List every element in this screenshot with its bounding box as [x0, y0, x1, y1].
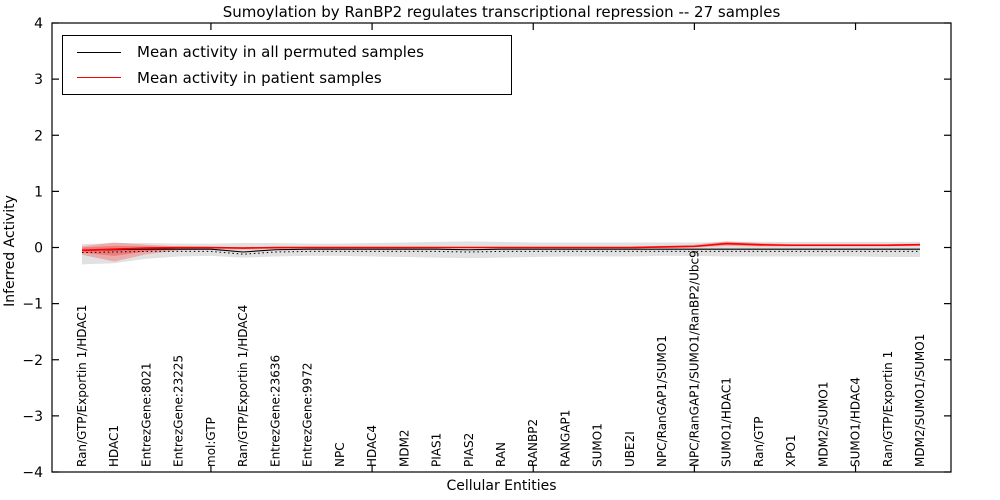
y-tick-label: 1	[34, 184, 43, 200]
x-category-label: SUMO1	[591, 423, 605, 467]
x-category-label: EntrezGene:23225	[172, 355, 186, 467]
x-category-label: MDM2/SUMO1	[816, 382, 830, 467]
y-axis-title: Inferred Activity	[2, 195, 18, 307]
x-category-label: RANGAP1	[558, 410, 572, 467]
x-category-label: SUMO1/HDAC4	[849, 377, 863, 467]
legend-item-patient: Mean activity in patient samples	[77, 69, 511, 87]
legend-item-permuted: Mean activity in all permuted samples	[77, 43, 511, 61]
band	[82, 241, 920, 262]
x-category-label: Ran/GTP/Exportin 1	[881, 351, 895, 467]
x-category-label: mol:GTP	[204, 417, 218, 467]
band	[82, 242, 920, 256]
y-tick-label: 3	[34, 72, 43, 88]
x-category-label: RAN	[494, 442, 508, 467]
series-line	[81, 242, 921, 252]
red-line-swatch-icon	[77, 77, 121, 79]
legend-label-permuted: Mean activity in all permuted samples	[137, 43, 424, 62]
legend: Mean activity in all permuted samples Me…	[62, 35, 512, 95]
y-tick-label: 2	[34, 128, 43, 144]
y-tick-label: 0	[34, 241, 43, 257]
x-category-label: NPC	[333, 442, 347, 467]
chart-title: Sumoylation by RanBP2 regulates transcri…	[222, 3, 781, 21]
x-category-label: HDAC1	[107, 425, 121, 467]
x-category-label: MDM2	[397, 429, 411, 467]
x-category-label: PIAS2	[462, 433, 476, 467]
y-tick-label: −3	[22, 409, 43, 425]
x-category-label: RANBP2	[526, 419, 540, 467]
y-tick-labels: 4 3 2 1 0 −1 −2 −3 −4	[22, 16, 43, 481]
black-line-swatch-icon	[77, 51, 121, 53]
x-category-label: EntrezGene:9972	[301, 363, 315, 468]
y-tick-label: −1	[22, 297, 43, 313]
y-tick-label: −2	[22, 353, 43, 369]
x-category-label: Ran/GTP	[752, 416, 766, 467]
x-category-label: NPC/RanGAP1/SUMO1/RanBP2/Ubc9	[687, 250, 701, 467]
x-category-label: SUMO1/HDAC1	[720, 377, 734, 467]
x-category-label: HDAC4	[365, 425, 379, 467]
x-category-label: XPO1	[784, 434, 798, 467]
series-lines	[81, 242, 921, 255]
x-category-label: MDM2/SUMO1/SUMO1	[913, 334, 927, 467]
series-line	[81, 248, 920, 253]
x-category-label: EntrezGene:8021	[139, 363, 153, 468]
x-category-label: NPC/RanGAP1/SUMO1	[655, 335, 669, 467]
x-category-labels: Ran/GTP/Exportin 1/HDAC1 HDAC1 EntrezGene:…	[75, 250, 927, 467]
x-category-label: Ran/GTP/Exportin 1/HDAC1	[75, 305, 89, 467]
x-category-label: PIAS1	[430, 433, 444, 467]
y-tick-label: −4	[22, 465, 43, 481]
x-category-label: UBE2I	[623, 431, 637, 467]
x-axis-title: Cellular Entities	[446, 478, 557, 494]
legend-label-patient: Mean activity in patient samples	[137, 68, 382, 87]
x-category-label: Ran/GTP/Exportin 1/HDAC4	[236, 305, 250, 467]
y-tick-label: 4	[34, 16, 43, 32]
axis-ticks	[52, 22, 951, 473]
x-category-label: EntrezGene:23636	[268, 355, 282, 467]
